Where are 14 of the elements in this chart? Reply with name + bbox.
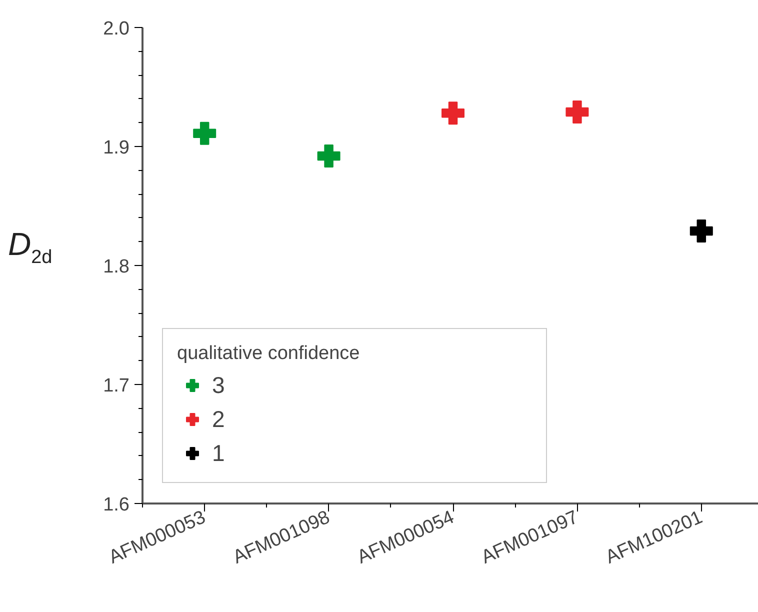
point: [690, 219, 713, 242]
y-tick-label: 1.7: [103, 376, 130, 396]
y-tick-label: 1.6: [103, 494, 130, 516]
y-tick-label: 1.8: [103, 256, 130, 278]
legend-title: qualitative confidence: [177, 343, 361, 365]
point: [566, 100, 589, 124]
legend-label: 1: [212, 440, 226, 466]
point: [193, 122, 216, 145]
legend-label: 3: [212, 372, 226, 398]
y-tick-label: 2.0: [103, 18, 130, 40]
y-tick-label: 1.9: [103, 138, 130, 158]
point: [317, 144, 340, 168]
point: [442, 102, 464, 125]
legend-label: 2: [212, 406, 226, 432]
